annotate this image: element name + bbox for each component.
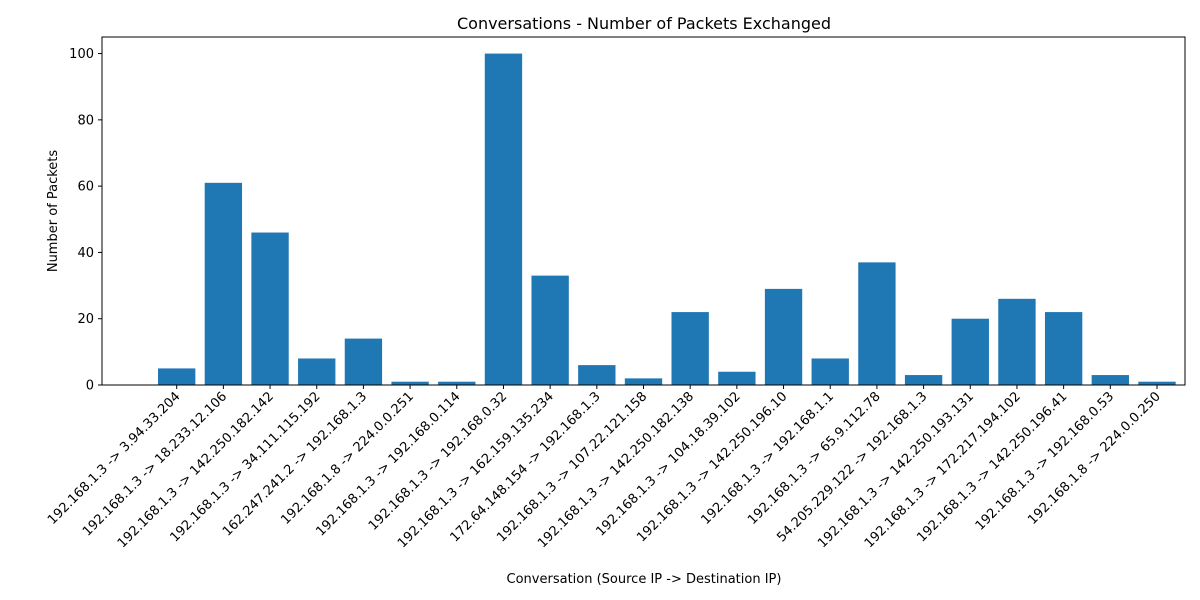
bar-19 bbox=[1044, 312, 1083, 385]
bar-11 bbox=[671, 312, 709, 385]
bar-7 bbox=[484, 53, 523, 385]
bar-2 bbox=[251, 232, 289, 385]
bar-21 bbox=[1138, 381, 1176, 385]
bar-10 bbox=[624, 378, 663, 385]
bar-8 bbox=[531, 275, 569, 385]
chart-title: Conversations - Number of Packets Exchan… bbox=[457, 14, 831, 33]
y-tick-label-1: 20 bbox=[77, 312, 94, 327]
y-tick-label-2: 40 bbox=[77, 246, 94, 261]
bar-17 bbox=[951, 318, 989, 385]
y-tick-label-4: 80 bbox=[77, 113, 94, 128]
y-tick-label-3: 60 bbox=[77, 180, 94, 195]
bar-13 bbox=[764, 288, 803, 385]
bar-4 bbox=[344, 338, 383, 385]
bar-12 bbox=[718, 371, 756, 385]
x-axis-label: Conversation (Source IP -> Destination I… bbox=[507, 572, 782, 587]
y-tick-label-0: 0 bbox=[86, 379, 94, 394]
bar-14 bbox=[811, 358, 849, 385]
bar-3 bbox=[298, 358, 336, 385]
bar-15 bbox=[858, 262, 896, 385]
bar-20 bbox=[1091, 375, 1129, 385]
y-axis-label: Number of Packets bbox=[46, 150, 61, 273]
bar-0 bbox=[158, 368, 196, 385]
bar-16 bbox=[904, 375, 943, 385]
bar-5 bbox=[391, 381, 429, 385]
bar-9 bbox=[578, 365, 616, 385]
bar-1 bbox=[204, 182, 243, 385]
bar-18 bbox=[998, 298, 1036, 385]
y-tick-label-5: 100 bbox=[69, 47, 94, 62]
bar-6 bbox=[438, 381, 476, 385]
